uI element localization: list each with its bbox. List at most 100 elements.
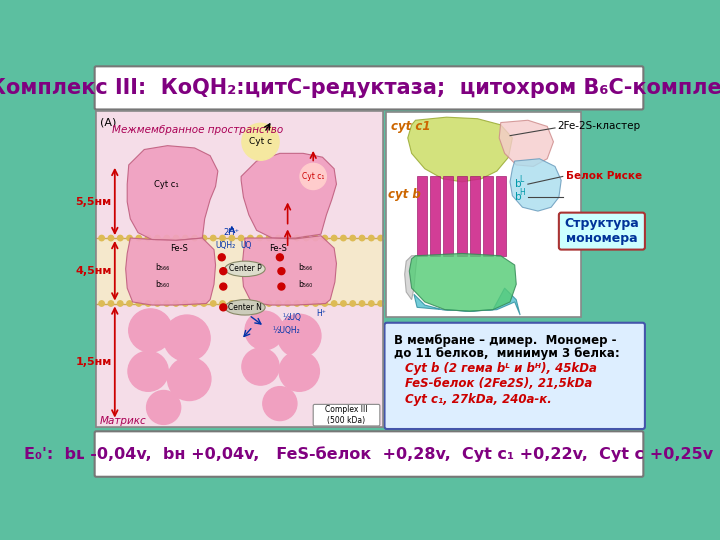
- Circle shape: [378, 235, 383, 241]
- Circle shape: [192, 235, 197, 241]
- FancyBboxPatch shape: [96, 111, 383, 427]
- Text: Complex III
(500 kDa): Complex III (500 kDa): [325, 406, 368, 425]
- Circle shape: [242, 348, 279, 385]
- Circle shape: [304, 235, 309, 241]
- Circle shape: [210, 235, 216, 241]
- Circle shape: [285, 235, 290, 241]
- FancyBboxPatch shape: [384, 323, 645, 429]
- Polygon shape: [408, 117, 513, 182]
- Circle shape: [304, 301, 309, 306]
- Text: Структура
мономера: Структура мономера: [564, 217, 639, 245]
- Text: Center N: Center N: [228, 303, 262, 312]
- Circle shape: [279, 351, 320, 392]
- Circle shape: [257, 235, 262, 241]
- FancyBboxPatch shape: [386, 112, 581, 318]
- FancyBboxPatch shape: [559, 213, 645, 249]
- FancyBboxPatch shape: [94, 431, 644, 477]
- Circle shape: [129, 309, 172, 352]
- Circle shape: [183, 301, 188, 306]
- Text: b: b: [515, 192, 521, 202]
- Circle shape: [276, 301, 281, 306]
- Text: Center P: Center P: [229, 265, 261, 273]
- Polygon shape: [483, 177, 493, 256]
- Circle shape: [117, 235, 123, 241]
- Circle shape: [341, 235, 346, 241]
- Polygon shape: [444, 177, 454, 256]
- Circle shape: [174, 235, 179, 241]
- Circle shape: [341, 301, 346, 306]
- Circle shape: [127, 301, 132, 306]
- Text: b₅₆₆: b₅₆₆: [155, 263, 169, 272]
- Circle shape: [168, 357, 211, 401]
- Polygon shape: [405, 256, 417, 300]
- Circle shape: [145, 235, 150, 241]
- Circle shape: [220, 304, 227, 311]
- Circle shape: [220, 283, 227, 290]
- Text: Fe-S: Fe-S: [170, 244, 188, 253]
- Circle shape: [108, 235, 114, 241]
- Bar: [96, 303, 383, 427]
- Text: ½UQH₂: ½UQH₂: [272, 326, 300, 335]
- Text: В мембране – димер.  Мономер -: В мембране – димер. Мономер -: [394, 334, 616, 347]
- Circle shape: [155, 235, 160, 241]
- Circle shape: [369, 235, 374, 241]
- Circle shape: [220, 235, 225, 241]
- Text: до 11 белков,  минимум 3 белка:: до 11 белков, минимум 3 белка:: [394, 347, 619, 360]
- Text: Cyt c₁, 27kDa, 240а-к.: Cyt c₁, 27kDa, 240а-к.: [405, 393, 552, 406]
- Circle shape: [278, 283, 285, 290]
- Circle shape: [183, 235, 188, 241]
- Text: 2H⁺: 2H⁺: [224, 228, 240, 237]
- Circle shape: [278, 268, 285, 275]
- Ellipse shape: [225, 261, 265, 276]
- Polygon shape: [409, 253, 516, 311]
- Circle shape: [294, 301, 300, 306]
- FancyBboxPatch shape: [313, 404, 380, 426]
- Circle shape: [369, 301, 374, 306]
- Polygon shape: [242, 236, 336, 305]
- Circle shape: [248, 235, 253, 241]
- Circle shape: [201, 301, 207, 306]
- Circle shape: [331, 301, 337, 306]
- Circle shape: [218, 254, 225, 261]
- Circle shape: [242, 123, 279, 160]
- Text: Межмембранное пространство: Межмембранное пространство: [112, 125, 283, 135]
- Circle shape: [359, 301, 365, 306]
- Circle shape: [174, 301, 179, 306]
- Text: UQ: UQ: [241, 241, 252, 250]
- Circle shape: [322, 235, 328, 241]
- Circle shape: [163, 315, 210, 361]
- Text: Cyt b (2 гема bᴸ и bᴴ), 45kDa: Cyt b (2 гема bᴸ и bᴴ), 45kDa: [405, 362, 597, 375]
- Text: Матрикс: Матрикс: [100, 416, 147, 426]
- Polygon shape: [431, 177, 441, 256]
- Text: cyt c1: cyt c1: [391, 120, 431, 133]
- Circle shape: [312, 301, 318, 306]
- Polygon shape: [496, 177, 506, 256]
- Text: UQH₂: UQH₂: [215, 241, 235, 250]
- Circle shape: [220, 301, 225, 306]
- Circle shape: [276, 254, 284, 261]
- Circle shape: [108, 301, 114, 306]
- Polygon shape: [127, 146, 218, 240]
- Circle shape: [136, 235, 142, 241]
- Polygon shape: [417, 177, 427, 256]
- Circle shape: [266, 235, 271, 241]
- Circle shape: [350, 235, 356, 241]
- Circle shape: [350, 301, 356, 306]
- FancyBboxPatch shape: [94, 66, 644, 110]
- Circle shape: [155, 301, 160, 306]
- Text: Белок Риске: Белок Риске: [566, 172, 642, 181]
- Circle shape: [276, 235, 281, 241]
- Text: Cyt c: Cyt c: [249, 137, 272, 146]
- Text: Fe-S: Fe-S: [269, 244, 287, 253]
- Polygon shape: [456, 177, 467, 256]
- Circle shape: [378, 301, 383, 306]
- Circle shape: [127, 235, 132, 241]
- Circle shape: [294, 235, 300, 241]
- Circle shape: [229, 235, 235, 241]
- Text: (A): (A): [100, 117, 117, 127]
- Text: L: L: [519, 175, 523, 184]
- Circle shape: [312, 235, 318, 241]
- Circle shape: [99, 301, 104, 306]
- Circle shape: [164, 301, 169, 306]
- Circle shape: [331, 235, 337, 241]
